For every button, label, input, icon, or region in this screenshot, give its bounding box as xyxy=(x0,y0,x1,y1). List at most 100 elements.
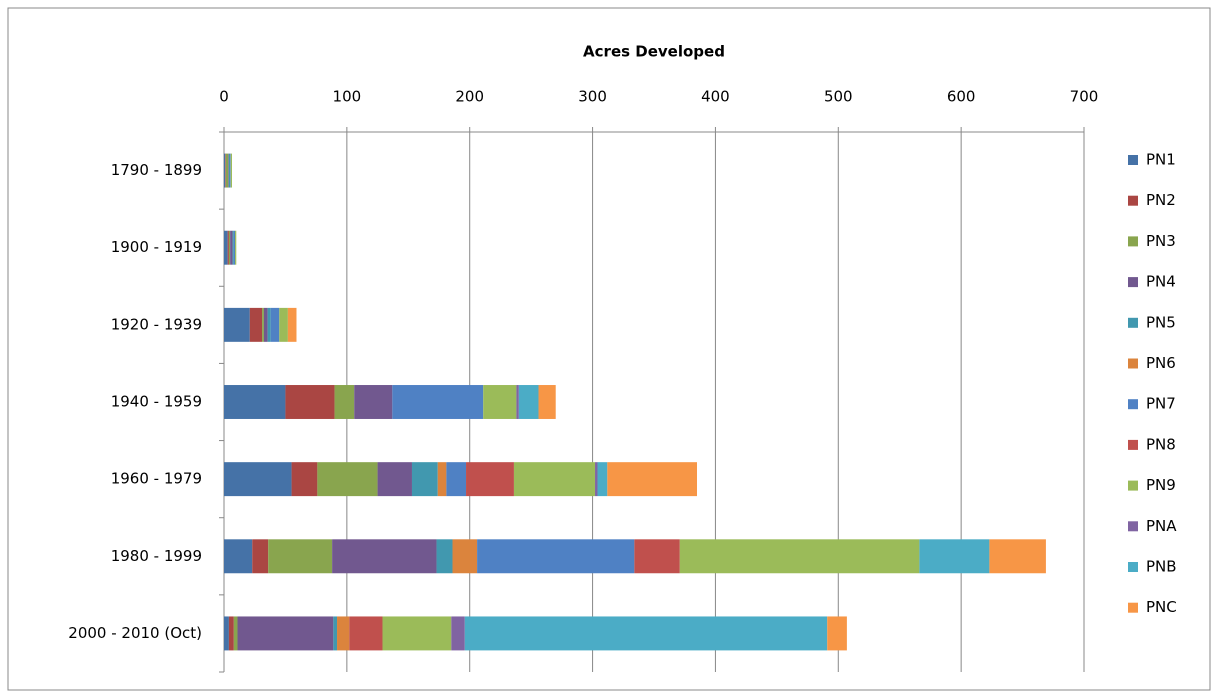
chart-title: Acres Developed xyxy=(583,43,725,61)
legend-label: PN6 xyxy=(1146,354,1176,372)
bar-segment xyxy=(224,616,229,651)
x-tick-label: 400 xyxy=(701,88,730,106)
bar-segment xyxy=(225,153,226,188)
legend-label: PN7 xyxy=(1146,395,1176,413)
bar-segment xyxy=(595,462,598,497)
bar-segment xyxy=(607,462,697,497)
bar-segment xyxy=(228,616,234,651)
bar-segment xyxy=(287,307,297,342)
bar-segment xyxy=(228,153,229,188)
bar-segment xyxy=(392,385,484,419)
bar-segment xyxy=(451,616,465,651)
bar-segment xyxy=(518,385,539,419)
bar-segment xyxy=(437,462,447,497)
bar-segment xyxy=(634,539,680,574)
legend-swatch xyxy=(1128,562,1138,572)
bar-segment xyxy=(332,539,437,574)
legend-label: PNA xyxy=(1146,517,1177,535)
bar-segment xyxy=(354,385,393,419)
bar-segment xyxy=(230,230,233,265)
bar-segment xyxy=(228,153,231,188)
legend-label: PN2 xyxy=(1146,191,1176,209)
bar-segment xyxy=(333,616,338,651)
bar-segment xyxy=(513,462,596,497)
legend-label: PN9 xyxy=(1146,476,1176,494)
legend-label: PN3 xyxy=(1146,232,1176,250)
bar-segment xyxy=(270,307,280,342)
bar-segment xyxy=(225,153,229,188)
bar-segment xyxy=(268,539,333,574)
bar-segment xyxy=(224,385,286,419)
bar-segment xyxy=(249,307,263,342)
x-tick-label: 300 xyxy=(578,88,607,106)
legend-swatch xyxy=(1128,195,1138,206)
bar-segment xyxy=(263,307,268,342)
bar-segment xyxy=(230,153,231,188)
bar-segment xyxy=(411,462,438,497)
bar-segment xyxy=(233,230,236,265)
bar-segment xyxy=(989,539,1046,574)
bar-segment xyxy=(262,307,264,342)
bar-segment xyxy=(334,385,355,419)
legend-swatch xyxy=(1128,155,1138,165)
bar-segment xyxy=(235,230,237,265)
bar-segment xyxy=(224,230,228,265)
bar-segment xyxy=(279,307,288,342)
bar-segment xyxy=(464,616,828,651)
bar-segment xyxy=(382,616,452,651)
bar-segment xyxy=(252,539,269,574)
bar-segment xyxy=(285,385,335,419)
x-tick-label: 0 xyxy=(219,88,229,106)
bar-segment xyxy=(446,462,467,497)
legend-label: PN5 xyxy=(1146,313,1176,331)
bar-segment xyxy=(538,385,556,419)
legend-label: PN1 xyxy=(1146,151,1176,169)
legend-label: PN8 xyxy=(1146,435,1176,453)
legend-label: PNC xyxy=(1146,598,1177,616)
chart-frame xyxy=(7,7,1211,691)
legend-swatch xyxy=(1128,439,1138,450)
bar-segment xyxy=(224,462,292,497)
x-tick-label: 500 xyxy=(824,88,853,106)
bar-segment xyxy=(337,616,350,651)
y-tick-label: 1940 - 1959 xyxy=(111,393,202,411)
legend-swatch xyxy=(1128,480,1138,491)
bar-segment xyxy=(477,539,635,574)
bar-segment xyxy=(597,462,608,497)
y-tick-label: 1790 - 1899 xyxy=(111,161,202,179)
bar-segment xyxy=(232,230,234,265)
y-tick-label: 1980 - 1999 xyxy=(111,547,202,565)
y-tick-label: 1920 - 1939 xyxy=(111,315,202,333)
bar-segment xyxy=(436,539,453,574)
bar-segment xyxy=(919,539,990,574)
bar-segment xyxy=(227,230,229,265)
legend-swatch xyxy=(1128,277,1138,288)
bar-segment xyxy=(267,307,271,342)
bar-segment xyxy=(317,462,378,497)
bar-segment xyxy=(679,539,920,574)
x-tick-label: 200 xyxy=(455,88,484,106)
bar-segment xyxy=(237,616,334,651)
bar-segment xyxy=(224,153,226,188)
y-tick-label: 2000 - 2010 (Oct) xyxy=(68,624,202,642)
bar-segment xyxy=(377,462,412,497)
legend-swatch xyxy=(1128,399,1138,410)
bar-segment xyxy=(224,539,253,574)
y-tick-label: 1900 - 1919 xyxy=(111,238,202,256)
bar-segment xyxy=(291,462,318,497)
legend-label: PNB xyxy=(1146,558,1177,576)
x-tick-label: 700 xyxy=(1070,88,1099,106)
bar-segment xyxy=(516,385,519,419)
bar-segment xyxy=(466,462,514,497)
bar-segment xyxy=(228,230,231,265)
legend-swatch xyxy=(1128,236,1138,247)
x-tick-label: 600 xyxy=(947,88,976,106)
legend-swatch xyxy=(1128,317,1138,328)
bar-segment xyxy=(233,616,238,651)
bar-segment xyxy=(230,153,232,188)
legend-swatch xyxy=(1128,358,1138,369)
bar-segment xyxy=(349,616,383,651)
y-tick-label: 1960 - 1979 xyxy=(111,470,202,488)
bar-segment xyxy=(224,307,250,342)
